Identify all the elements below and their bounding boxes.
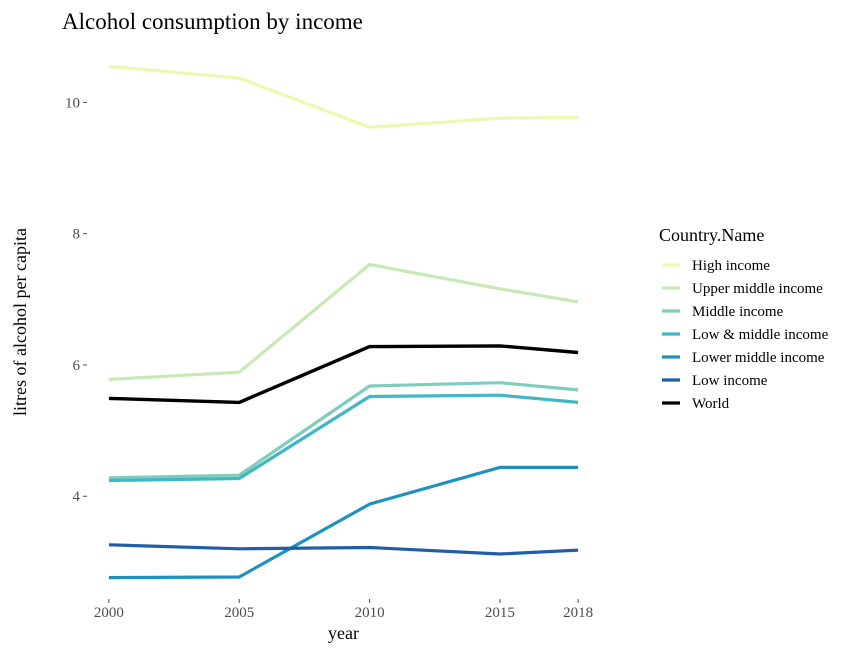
series-line <box>108 393 579 483</box>
legend-item: Middle income <box>662 304 784 320</box>
legend-item: World <box>662 396 730 412</box>
y-tick-label: 8 <box>73 227 81 243</box>
legend-label: World <box>692 396 730 412</box>
y-tick-label: 10 <box>65 95 80 111</box>
legend-item: Low income <box>662 373 768 389</box>
y-axis-title: litres of alcohol per capita <box>10 228 30 416</box>
legend-label: Lower middle income <box>692 350 825 366</box>
legend-item: High income <box>662 258 770 274</box>
legend-label: Middle income <box>692 304 784 320</box>
legend-item: Upper middle income <box>662 281 823 297</box>
x-tick-label: 2010 <box>355 605 385 621</box>
y-axis: 4 6 8 10 <box>65 95 87 505</box>
y-tick-label: 6 <box>73 358 81 374</box>
series-line <box>108 64 579 129</box>
series-line <box>108 344 579 405</box>
x-axis: 2000 2005 2010 2015 2018 <box>94 599 593 621</box>
x-tick-label: 2005 <box>224 605 254 621</box>
legend-item: Lower middle income <box>662 350 825 366</box>
series-line <box>108 543 579 556</box>
x-tick-label: 2018 <box>563 605 593 621</box>
x-axis-title: year <box>328 623 359 643</box>
legend-label: Low & middle income <box>692 327 829 343</box>
chart-title: Alcohol consumption by income <box>62 9 363 34</box>
series-line <box>108 262 579 381</box>
series-line <box>108 465 579 580</box>
legend-label: Upper middle income <box>692 281 823 297</box>
legend: High income Upper middle income Middle inc… <box>662 258 829 412</box>
legend-label: Low income <box>692 373 768 389</box>
series-line <box>108 381 579 480</box>
y-tick-label: 4 <box>73 489 81 505</box>
x-tick-label: 2000 <box>94 605 124 621</box>
legend-label: High income <box>692 258 770 274</box>
legend-item: Low & middle income <box>662 327 829 343</box>
x-tick-label: 2015 <box>485 605 515 621</box>
plot-lines <box>108 64 579 580</box>
legend-title: Country.Name <box>659 225 764 245</box>
